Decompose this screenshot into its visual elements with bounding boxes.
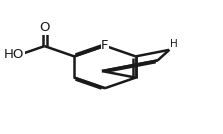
Text: O: O	[39, 21, 50, 34]
Text: HO: HO	[4, 48, 24, 61]
Text: F: F	[101, 39, 109, 52]
Text: H: H	[170, 38, 178, 49]
